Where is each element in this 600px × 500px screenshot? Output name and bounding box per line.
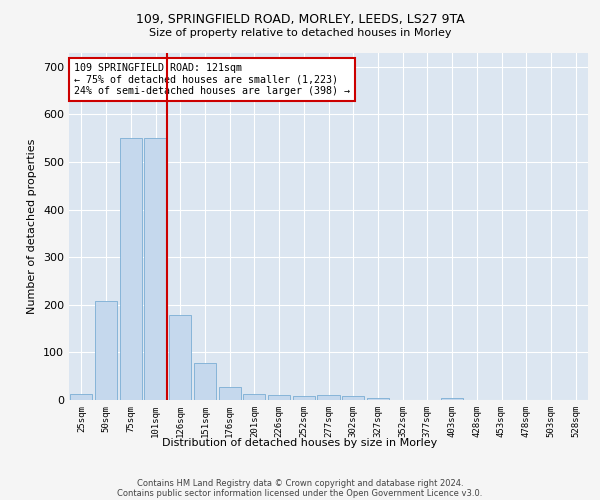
Bar	[293, 396, 315, 400]
Bar	[169, 316, 191, 400]
Text: Size of property relative to detached houses in Morley: Size of property relative to detached ho…	[149, 28, 451, 38]
Text: 109, SPRINGFIELD ROAD, MORLEY, LEEDS, LS27 9TA: 109, SPRINGFIELD ROAD, MORLEY, LEEDS, LS…	[136, 12, 464, 26]
Y-axis label: Number of detached properties: Number of detached properties	[28, 138, 37, 314]
Bar	[268, 395, 290, 400]
Bar	[70, 394, 92, 400]
Bar	[119, 138, 142, 400]
Bar	[95, 302, 117, 400]
Text: Distribution of detached houses by size in Morley: Distribution of detached houses by size …	[163, 438, 437, 448]
Bar	[243, 394, 265, 400]
Text: Contains HM Land Registry data © Crown copyright and database right 2024.
Contai: Contains HM Land Registry data © Crown c…	[118, 479, 482, 498]
Bar	[218, 386, 241, 400]
Bar	[145, 138, 167, 400]
Bar	[342, 396, 364, 400]
Bar	[367, 398, 389, 400]
Bar	[317, 395, 340, 400]
Bar	[441, 398, 463, 400]
Bar	[194, 363, 216, 400]
Text: 109 SPRINGFIELD ROAD: 121sqm
← 75% of detached houses are smaller (1,223)
24% of: 109 SPRINGFIELD ROAD: 121sqm ← 75% of de…	[74, 63, 350, 96]
